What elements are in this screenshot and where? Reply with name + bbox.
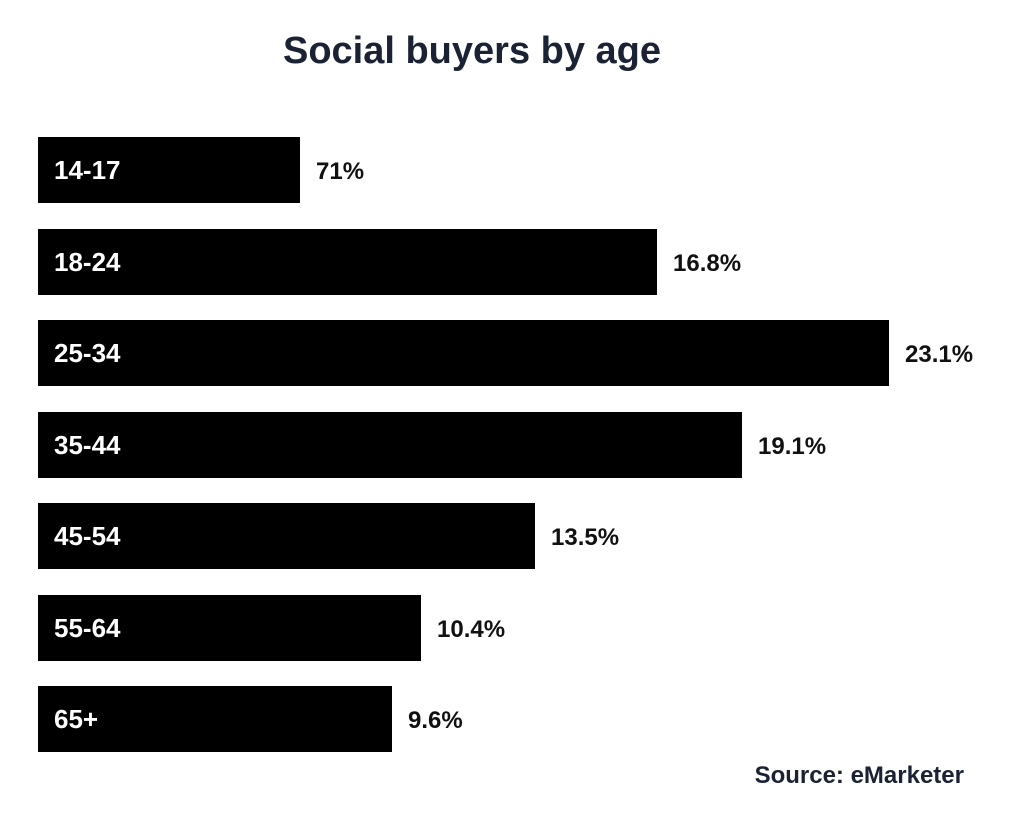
bar xyxy=(38,137,300,203)
bar xyxy=(38,503,535,569)
category-label: 45-54 xyxy=(54,521,121,551)
bar-group: 65+ 9.6% xyxy=(38,686,463,752)
category-label: 55-64 xyxy=(54,613,121,643)
category-label: 65+ xyxy=(54,704,98,734)
bar-group: 45-54 13.5% xyxy=(38,503,619,569)
bar-group: 35-44 19.1% xyxy=(38,412,826,478)
bar xyxy=(38,412,742,478)
value-label: 10.4% xyxy=(437,616,505,643)
source-note: Source: eMarketer xyxy=(754,762,964,789)
bar-group: 25-34 23.1% xyxy=(38,320,973,386)
bar xyxy=(38,320,889,386)
chart-title: Social buyers by age xyxy=(282,30,662,72)
category-label: 35-44 xyxy=(54,430,121,460)
category-label: 25-34 xyxy=(54,338,121,368)
bar xyxy=(38,686,392,752)
bar-group: 18-24 16.8% xyxy=(38,229,741,295)
bar xyxy=(38,229,657,295)
bar xyxy=(38,595,421,661)
value-label: 13.5% xyxy=(551,524,619,551)
value-label: 16.8% xyxy=(673,250,741,277)
category-label: 18-24 xyxy=(54,247,121,277)
bar-group: 55-64 10.4% xyxy=(38,595,505,661)
value-label: 19.1% xyxy=(758,433,826,460)
value-label: 71% xyxy=(316,158,364,185)
bar-group: 14-17 71% xyxy=(38,137,364,203)
category-label: 14-17 xyxy=(54,155,121,185)
value-label: 23.1% xyxy=(905,341,973,368)
value-label: 9.6% xyxy=(408,707,463,734)
